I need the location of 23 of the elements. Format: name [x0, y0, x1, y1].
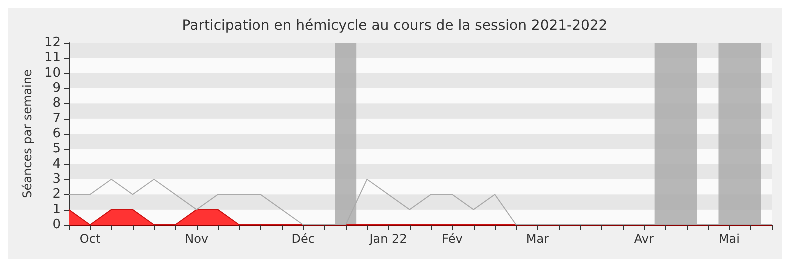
y-tick-label: 7 [52, 111, 61, 126]
y-tick-label: 2 [52, 187, 61, 202]
y-tick-label: 11 [44, 50, 61, 66]
y-tick-label: 1 [52, 202, 61, 218]
x-tick-label: Nov [185, 232, 209, 246]
x-tick-label: Mai [718, 232, 740, 246]
x-tick-label: Jan 22 [368, 232, 408, 246]
y-tick-label: 8 [52, 96, 61, 112]
x-tick-label: Mar [526, 232, 550, 246]
y-axis-title: Séances par semaine [20, 70, 35, 198]
y-tick-label: 0 [52, 218, 61, 232]
y-tick-label: 10 [44, 66, 61, 81]
y-tick-label: 9 [52, 81, 61, 96]
x-tick-label: Avr [634, 232, 654, 246]
x-tick-label: Fév [442, 232, 463, 246]
y-tick-label: 4 [52, 156, 61, 172]
y-tick-label: 3 [52, 172, 61, 187]
x-tick-label: Oct [80, 232, 101, 246]
x-tick-label: Déc [292, 232, 315, 246]
chart-title: Participation en hémicycle au cours de la session 2021-2022 [182, 18, 608, 34]
y-tick-label: 6 [52, 126, 61, 142]
y-tick-label: 12 [44, 36, 61, 50]
y-tick-label: 5 [52, 142, 61, 157]
